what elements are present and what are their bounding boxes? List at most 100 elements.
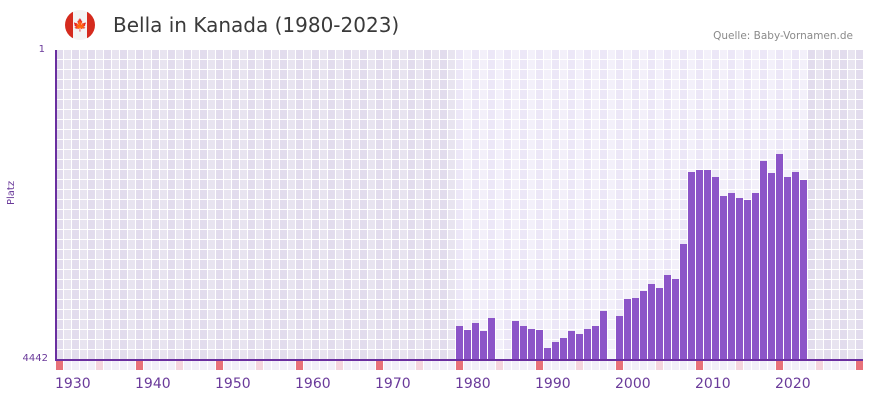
grid-cell xyxy=(432,280,440,290)
bar-2002[interactable] xyxy=(632,298,639,360)
grid-cell xyxy=(184,50,192,60)
bar-2001[interactable] xyxy=(624,298,631,360)
grid-cell xyxy=(216,210,224,220)
grid-cell xyxy=(384,260,392,270)
bar-2008[interactable] xyxy=(680,243,687,360)
bar-2005[interactable] xyxy=(656,288,663,360)
year-marker xyxy=(392,361,399,370)
grid-cell xyxy=(400,150,408,160)
bar-1998[interactable] xyxy=(600,310,607,360)
bar-1988[interactable] xyxy=(520,326,527,360)
bar-1990[interactable] xyxy=(536,329,543,360)
grid-cell xyxy=(680,140,688,150)
grid-cell xyxy=(168,80,176,90)
bar-2000[interactable] xyxy=(616,316,623,360)
grid-cell xyxy=(624,50,632,60)
bar-2012[interactable] xyxy=(712,176,719,360)
bar-1994[interactable] xyxy=(568,331,575,360)
grid-cell xyxy=(672,150,680,160)
grid-cell xyxy=(200,120,208,130)
grid-cell xyxy=(736,50,744,60)
grid-cell xyxy=(504,90,512,100)
grid-cell xyxy=(392,240,400,250)
bar-2020[interactable] xyxy=(776,154,783,360)
bar-2013[interactable] xyxy=(720,196,727,360)
grid-cell xyxy=(264,300,272,310)
grid-cell xyxy=(64,260,72,270)
bar-1981[interactable] xyxy=(464,329,471,360)
grid-cell xyxy=(632,160,640,170)
bar-2018[interactable] xyxy=(760,160,767,360)
bar-2009[interactable] xyxy=(688,172,695,360)
grid-cell xyxy=(264,170,272,180)
grid-cell xyxy=(264,70,272,80)
grid-cell xyxy=(424,150,432,160)
grid-cell xyxy=(552,300,560,310)
grid-cell xyxy=(824,220,832,230)
grid-cell xyxy=(208,330,216,340)
grid-cell xyxy=(328,220,336,230)
grid-cell xyxy=(856,80,864,90)
grid-cell xyxy=(176,280,184,290)
grid-cell xyxy=(568,180,576,190)
grid-cell xyxy=(120,180,128,190)
bar-2019[interactable] xyxy=(768,172,775,360)
grid-cell xyxy=(600,150,608,160)
bar-2017[interactable] xyxy=(752,193,759,360)
grid-cell xyxy=(728,90,736,100)
bar-1991[interactable] xyxy=(544,347,551,360)
grid-cell xyxy=(592,110,600,120)
grid-cell xyxy=(424,70,432,80)
bar-2010[interactable] xyxy=(696,169,703,360)
grid-cell xyxy=(96,250,104,260)
grid-cell xyxy=(400,140,408,150)
grid-cell xyxy=(448,210,456,220)
bar-1983[interactable] xyxy=(480,331,487,360)
bar-1982[interactable] xyxy=(472,323,479,360)
source-credit: Quelle: Baby-Vornamen.de xyxy=(713,30,853,42)
bar-2021[interactable] xyxy=(784,176,791,360)
grid-cell xyxy=(560,220,568,230)
bar-1992[interactable] xyxy=(552,341,559,360)
grid-cell xyxy=(72,180,80,190)
maple-leaf-icon: 🍁 xyxy=(72,17,88,32)
grid-cell xyxy=(272,60,280,70)
bar-1996[interactable] xyxy=(584,329,591,360)
bar-2022[interactable] xyxy=(792,172,799,360)
bar-1997[interactable] xyxy=(592,326,599,360)
grid-cell xyxy=(408,180,416,190)
bar-2023[interactable] xyxy=(800,179,807,360)
bar-2004[interactable] xyxy=(648,283,655,360)
bar-2016[interactable] xyxy=(744,200,751,360)
grid-cell xyxy=(400,290,408,300)
bar-1989[interactable] xyxy=(528,329,535,360)
grid-cell xyxy=(736,140,744,150)
bar-1987[interactable] xyxy=(512,320,519,360)
grid-cell xyxy=(128,290,136,300)
grid-cell xyxy=(208,290,216,300)
grid-cell xyxy=(664,190,672,200)
grid-cell xyxy=(488,70,496,80)
bar-1984[interactable] xyxy=(488,317,495,360)
bar-1995[interactable] xyxy=(576,334,583,360)
grid-cell xyxy=(600,240,608,250)
bar-2015[interactable] xyxy=(736,197,743,360)
grid-cell xyxy=(408,120,416,130)
year-marker xyxy=(184,361,191,370)
bar-2003[interactable] xyxy=(640,291,647,360)
grid-cell xyxy=(336,120,344,130)
year-marker xyxy=(576,361,583,370)
bar-2014[interactable] xyxy=(728,193,735,360)
grid-cell xyxy=(352,170,360,180)
bar-1993[interactable] xyxy=(560,338,567,360)
grid-cell xyxy=(288,170,296,180)
bar-2011[interactable] xyxy=(704,169,711,360)
bar-1980[interactable] xyxy=(456,326,463,360)
grid-cell xyxy=(96,60,104,70)
grid-cell xyxy=(648,240,656,250)
grid-cell xyxy=(632,230,640,240)
bar-2007[interactable] xyxy=(672,279,679,360)
grid-cell xyxy=(408,150,416,160)
bar-2006[interactable] xyxy=(664,275,671,360)
year-marker xyxy=(480,361,487,370)
